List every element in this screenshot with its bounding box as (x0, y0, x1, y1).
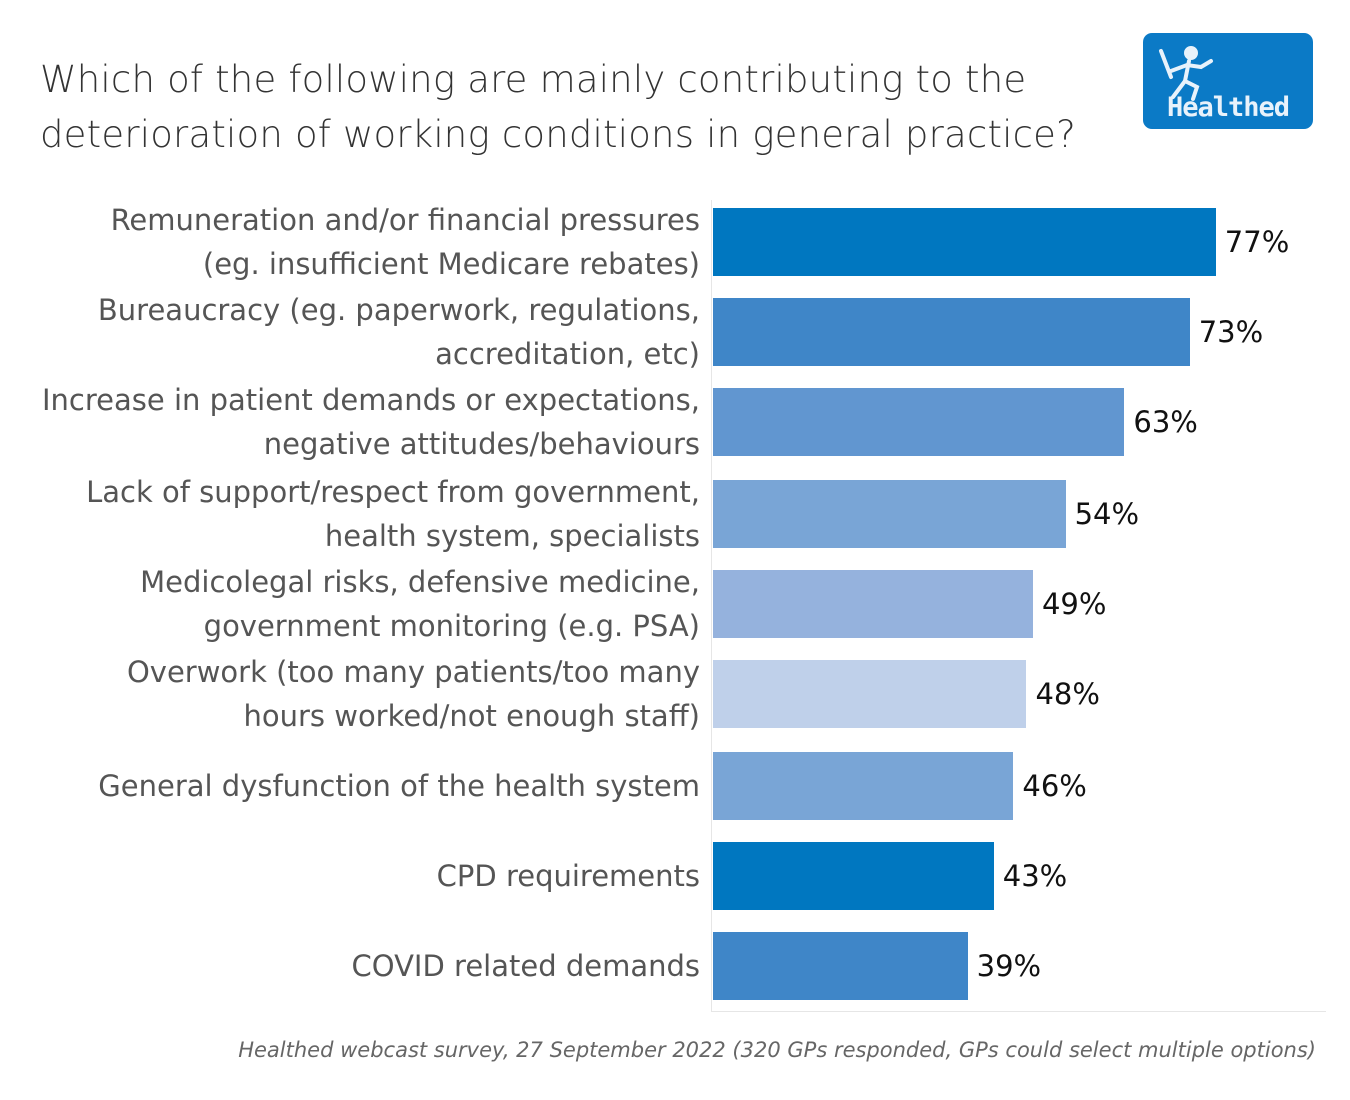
category-label-line: health system, specialists (324, 519, 700, 553)
category-label-line: government monitoring (e.g. PSA) (203, 609, 700, 643)
category-label: General dysfunction of the health system (0, 741, 700, 831)
title-line: Which of the following are mainly contri… (40, 58, 1027, 101)
bar (713, 570, 1033, 638)
bar (713, 298, 1190, 366)
category-label-line: Increase in patient demands or expectati… (42, 383, 700, 417)
category-label-line: Bureaucracy (eg. paperwork, regulations, (97, 293, 700, 327)
bar (713, 388, 1125, 456)
y-axis-line (711, 200, 712, 1012)
category-label-line: hours worked/not enough staff) (243, 699, 700, 733)
category-label: CPD requirements (0, 831, 700, 921)
category-label: Overwork (too many patients/too many hour… (0, 649, 700, 739)
runner-icon (1159, 46, 1213, 101)
category-label-line: Medicolegal risks, defensive medicine, (140, 565, 700, 599)
bar (713, 208, 1216, 276)
category-label-line: General dysfunction of the health system (98, 769, 700, 803)
category-label: Lack of support/respect from government,… (0, 469, 700, 559)
category-label-line: (eg. insufficient Medicare rebates) (202, 247, 700, 281)
healthed-logo: Healthed (1143, 33, 1313, 129)
value-label: 77% (1224, 225, 1290, 259)
value-label: 63% (1133, 405, 1198, 439)
category-label-line: Remuneration and/or financial pressures (110, 203, 700, 237)
bar (713, 480, 1066, 548)
bar (713, 842, 994, 910)
bar (713, 660, 1027, 728)
x-axis-line (711, 1011, 1326, 1012)
category-label: Bureaucracy (eg. paperwork, regulations,… (0, 287, 700, 377)
title-line: deterioration of working conditions in g… (40, 113, 1076, 156)
value-label: 46% (1022, 769, 1087, 803)
logo-text: Healthed (1166, 92, 1290, 123)
chart-title: Which of the following are mainly contri… (40, 52, 1076, 162)
category-label: Remuneration and/or financial pressures (… (0, 197, 700, 287)
value-label: 49% (1041, 587, 1107, 621)
value-label: 54% (1074, 497, 1140, 531)
category-label-line: accreditation, etc) (435, 337, 700, 371)
category-label-line: CPD requirements (436, 859, 700, 893)
category-label-line: Overwork (too many patients/too many (126, 655, 700, 689)
bar (713, 752, 1014, 820)
value-label: 43% (1002, 859, 1068, 893)
category-label-line: Lack of support/respect from government, (86, 475, 700, 509)
category-label: COVID related demands (0, 921, 700, 1011)
category-label: Increase in patient demands or expectati… (0, 377, 700, 467)
footnote: Healthed webcast survey, 27 September 20… (238, 1038, 1316, 1062)
category-label: Medicolegal risks, defensive medicine, go… (0, 559, 700, 649)
category-label-line: negative attitudes/behaviours (263, 427, 700, 461)
value-label: 73% (1198, 315, 1264, 349)
value-label: 48% (1035, 677, 1100, 711)
bar (713, 932, 968, 1000)
category-label-line: COVID related demands (351, 949, 700, 983)
value-label: 39% (976, 949, 1042, 983)
